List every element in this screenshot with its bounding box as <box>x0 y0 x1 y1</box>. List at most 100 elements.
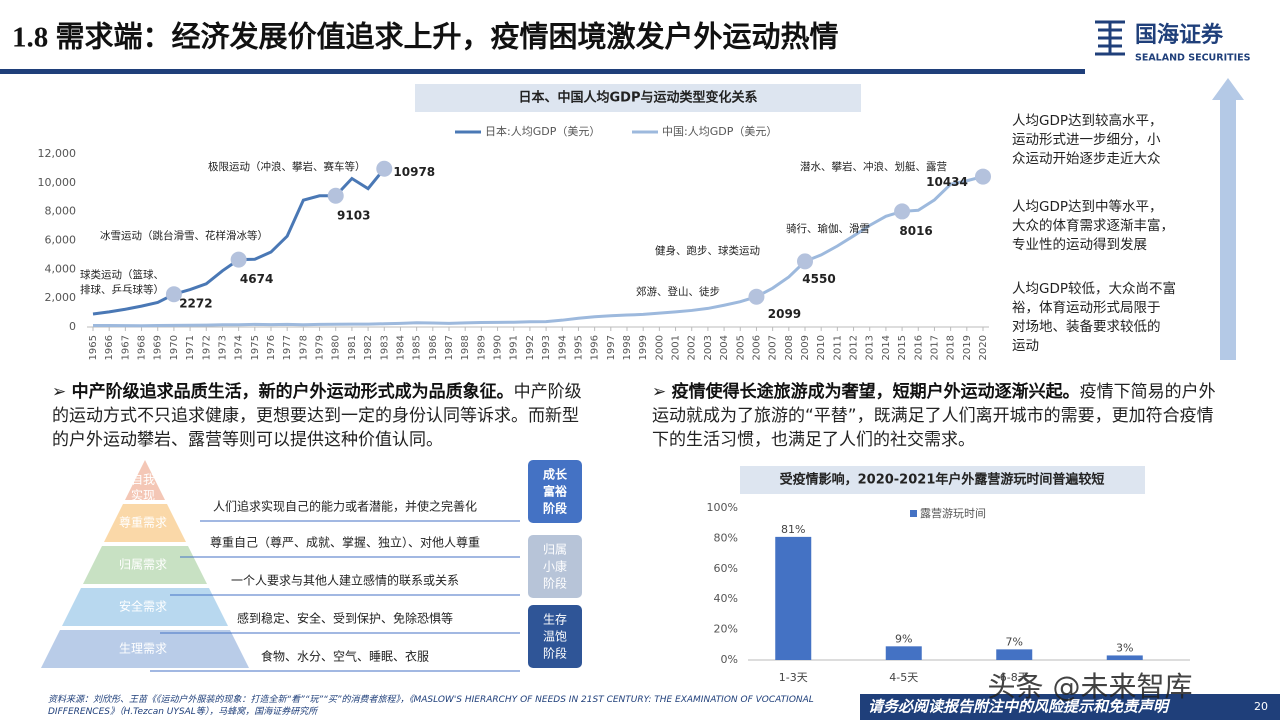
data-label: 3% <box>1116 641 1133 654</box>
y-tick-label: 4,000 <box>45 262 77 275</box>
note-text: 大众的体育需求逐渐丰富， <box>1012 217 1174 234</box>
annotation: 骑行、瑜伽、滑雪 <box>786 222 870 235</box>
highlight-point <box>327 187 344 204</box>
pyramid-level <box>62 588 228 626</box>
data-label: 4674 <box>240 272 273 286</box>
x-tick-label: 2011 <box>832 335 843 360</box>
x-tick-label: 1989 <box>476 335 487 360</box>
x-tick-label: 2001 <box>671 335 682 360</box>
stage-box <box>528 535 582 598</box>
y-tick-label: 60% <box>714 562 738 575</box>
y-tick-label: 6,000 <box>45 234 77 247</box>
x-tick-label: 2019 <box>962 335 973 360</box>
bullet-lead: 疫情使得长途旅游成为奢望，短期户外运动逐渐兴起。 <box>671 382 1080 402</box>
x-tick-label: 1987 <box>444 335 455 360</box>
need-description: 人们追求实现自己的能力或者潜能，并使之完善化 <box>213 499 477 514</box>
annotation: 潜水、攀岩、冲浪、划艇、露营 <box>800 160 947 173</box>
x-tick-label: 1994 <box>557 335 568 360</box>
x-tick-label: 1986 <box>428 335 439 360</box>
x-tick-label: 1966 <box>104 335 115 360</box>
x-tick-label: 1968 <box>137 335 148 360</box>
x-tick-label: 1978 <box>298 335 309 360</box>
x-tick-label: 1965 <box>88 335 99 360</box>
stage-label: 小康 <box>543 559 567 574</box>
note-text: 运动形式进一步细分，小 <box>1012 132 1161 148</box>
x-tick-label: 1990 <box>493 335 504 360</box>
stage-label: 生存 <box>543 613 567 627</box>
pyramid-label: 尊重需求 <box>119 515 167 530</box>
x-tick-label: 2017 <box>929 335 940 360</box>
bar <box>775 536 812 660</box>
note-text: 人均GDP较低，大众尚不富 <box>1012 280 1176 297</box>
title-rule <box>0 69 1085 74</box>
data-label: 7% <box>1006 635 1023 648</box>
annotation: 球类运动（篮球、 <box>80 268 164 281</box>
x-tick-label: 2018 <box>946 335 957 360</box>
highlight-point <box>376 160 393 177</box>
data-label: 81% <box>781 523 805 536</box>
bullet-lead: 中产阶级追求品质生活，新的户外运动形式成为品质象征。 <box>71 382 514 402</box>
annotation: 郊游、登山、徒步 <box>636 285 720 298</box>
bullet: ➢ 疫情使得长途旅游成为奢望，短期户外运动逐渐兴起。疫情下简易的户外运动就成为了… <box>652 382 1216 450</box>
need-description: 食物、水分、空气、睡眠、衣服 <box>261 649 429 664</box>
bullet: ➢ 中产阶级追求品质生活，新的户外运动形式成为品质象征。中产阶级的运动方式不只追… <box>52 382 582 450</box>
x-tick-label: 1998 <box>622 335 633 360</box>
pyramid-label: 生理需求 <box>119 642 167 656</box>
series-line <box>92 175 984 328</box>
bar <box>1106 655 1143 660</box>
x-tick-label: 1996 <box>590 335 601 360</box>
chart-title-box <box>740 466 1145 494</box>
pyramid-level <box>104 504 186 542</box>
pyramid-label: 实现 <box>131 488 155 503</box>
y-tick-label: 100% <box>707 501 738 514</box>
legend-label: 中国:人均GDP（美元） <box>662 125 777 138</box>
data-label: 2272 <box>179 297 212 311</box>
x-tick-label: 2012 <box>849 335 860 360</box>
stage-label: 温饱 <box>543 629 567 644</box>
stage-label: 归属 <box>543 543 567 557</box>
stage-box <box>528 605 582 668</box>
x-tick-label: 1999 <box>638 335 649 360</box>
pyramid-label: 安全需求 <box>119 599 167 614</box>
x-tick-label: 2013 <box>865 335 876 360</box>
note-box <box>1000 108 1210 173</box>
bullet-text: 中产阶级的运动方式不只追求健康，更想要达到一定的身份认同等诉求。而新型的户外运动… <box>52 382 582 450</box>
annotation: 极限运动（冲浪、攀岩、赛车等） <box>208 160 366 173</box>
data-label: 10434 <box>926 175 968 189</box>
legend-label: 露营游玩时间 <box>920 506 986 520</box>
y-tick-label: 40% <box>714 592 738 605</box>
bar <box>996 649 1033 660</box>
x-tick-label: 1982 <box>363 335 374 360</box>
x-tick-label: 1985 <box>412 335 423 360</box>
note-box <box>1000 276 1210 360</box>
stage-box <box>528 460 582 523</box>
need-description: 尊重自己（尊严、成就、掌握、独立）、对他人尊重 <box>210 535 480 550</box>
chart-title: 受疫情影响，2020-2021年户外露营游玩时间普遍较短 <box>780 472 1105 488</box>
x-tick-label: 2005 <box>735 335 746 360</box>
need-description: 感到稳定、安全、受到保护、免除恐惧等 <box>237 611 453 626</box>
y-tick-label: 8,000 <box>45 205 77 218</box>
x-tick-label: 1972 <box>201 335 212 360</box>
up-arrow <box>1212 78 1244 360</box>
need-description: 一个人要求与其他人建立感情的联系或关系 <box>231 573 459 588</box>
legend-label: 日本:人均GDP（美元） <box>485 124 600 138</box>
y-tick-label: 0% <box>721 653 738 666</box>
x-tick-label: 1981 <box>347 335 358 360</box>
stage-label: 富裕 <box>543 484 567 499</box>
data-label: 9103 <box>337 208 370 222</box>
x-tick-label: 2007 <box>768 335 779 360</box>
data-label: 9% <box>895 632 912 645</box>
highlight-point <box>230 251 247 268</box>
y-tick-label: 0 <box>69 320 76 333</box>
x-tick-label: 1992 <box>525 335 536 360</box>
note-text: 对场地、装备要求较低的 <box>1012 318 1161 335</box>
stage-label: 阶段 <box>543 646 567 661</box>
x-tick-label: 1984 <box>395 335 406 360</box>
x-tick-label: 2010 <box>816 335 827 360</box>
highlight-point <box>748 288 765 305</box>
x-tick-label: 2016 <box>913 335 924 360</box>
x-tick-label: 2004 <box>719 335 730 360</box>
footer-bar <box>860 694 1280 720</box>
x-tick-label: 1975 <box>250 335 261 360</box>
